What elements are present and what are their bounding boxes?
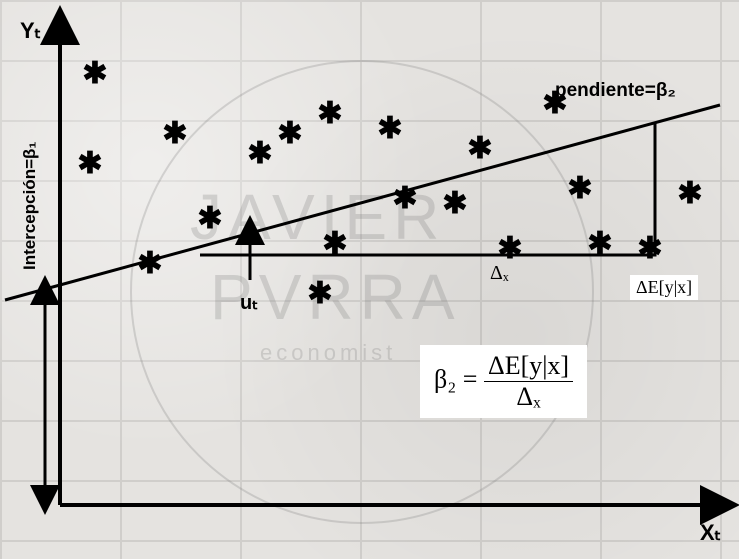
svg-text:✱: ✱: [137, 247, 162, 280]
formula-lhs: β₂ =: [434, 364, 477, 393]
delta-y-label: ΔE[y|x]: [630, 275, 698, 300]
svg-text:✱: ✱: [82, 57, 107, 90]
svg-text:✱: ✱: [77, 147, 102, 180]
svg-text:✱: ✱: [392, 182, 417, 215]
svg-text:✱: ✱: [497, 232, 522, 265]
y-axis-label: Yₜ: [20, 18, 41, 44]
regression-diagram: JAVIER PVRRA economist ✱✱✱✱✱✱✱✱✱✱✱✱✱✱✱✱✱…: [0, 0, 739, 559]
formula-fraction: ΔE[y|x] Δₓ: [484, 351, 573, 412]
slope-formula: β₂ = ΔE[y|x] Δₓ: [420, 345, 587, 418]
svg-text:✱: ✱: [467, 132, 492, 165]
formula-numerator: ΔE[y|x]: [484, 351, 573, 382]
x-axis-label: Xₜ: [700, 520, 721, 546]
svg-text:✱: ✱: [442, 187, 467, 220]
delta-x-label: Δₓ: [490, 262, 509, 285]
formula-denominator: Δₓ: [484, 382, 573, 412]
svg-text:✱: ✱: [587, 227, 612, 260]
svg-text:✱: ✱: [317, 97, 342, 130]
slope-label: pendiente=β₂: [555, 80, 676, 102]
svg-text:✱: ✱: [677, 177, 702, 210]
svg-text:✱: ✱: [197, 202, 222, 235]
intercept-label: Intercepción=β₁: [20, 142, 40, 270]
regression-line: [5, 105, 720, 300]
svg-text:✱: ✱: [637, 232, 662, 265]
svg-text:✱: ✱: [277, 117, 302, 150]
svg-text:✱: ✱: [377, 112, 402, 145]
svg-text:✱: ✱: [307, 277, 332, 310]
residual-label: uₜ: [240, 290, 258, 315]
svg-text:✱: ✱: [247, 137, 272, 170]
svg-text:✱: ✱: [322, 227, 347, 260]
svg-text:✱: ✱: [162, 117, 187, 150]
svg-text:✱: ✱: [567, 172, 592, 205]
